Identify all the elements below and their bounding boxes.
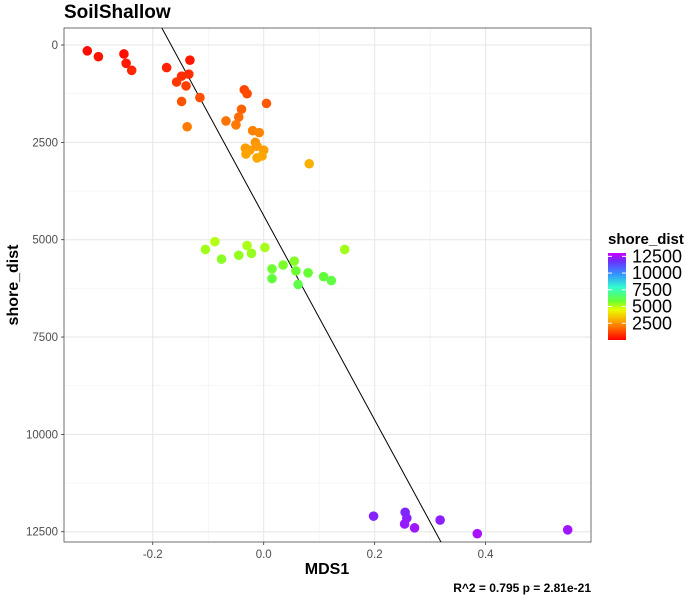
legend-label: 12500	[632, 246, 682, 266]
y-tick-label: 10000	[26, 429, 58, 441]
data-point	[261, 98, 272, 109]
x-axis-ticks: -0.2 0.0 0.2 0.4	[143, 542, 494, 561]
chart-title: SoilShallow	[64, 2, 171, 23]
regression-line-group	[161, 28, 442, 542]
x-tick-label: 0.4	[478, 549, 495, 561]
x-tick-label: -0.2	[143, 549, 163, 561]
grid-lines	[64, 28, 591, 542]
data-point	[221, 116, 231, 126]
data-point	[267, 273, 277, 284]
data-point	[216, 254, 227, 264]
plot-panel	[63, 27, 592, 543]
data-point	[246, 248, 257, 259]
data-point	[562, 524, 573, 535]
regression-annotation: R^2 = 0.795 p = 2.81e-21	[453, 581, 591, 595]
y-tick-label: 0	[52, 40, 58, 52]
data-point	[236, 104, 247, 115]
data-point	[161, 62, 172, 73]
data-point	[409, 523, 420, 533]
data-point	[260, 242, 270, 253]
data-point	[291, 266, 301, 276]
legend-label: 5000	[632, 297, 672, 317]
data-point	[210, 236, 220, 247]
data-point	[119, 49, 129, 59]
data-point	[267, 264, 277, 274]
x-axis-title: MDS1	[305, 561, 350, 578]
data-point	[252, 153, 262, 163]
x-tick-label: 0.0	[256, 549, 272, 561]
data-point	[233, 250, 244, 261]
data-point	[326, 275, 337, 286]
data-point	[242, 240, 252, 251]
data-point	[200, 244, 211, 255]
data-point	[399, 519, 410, 529]
data-point	[293, 279, 303, 290]
data-point	[195, 92, 205, 103]
data-point	[435, 515, 445, 525]
data-point	[254, 127, 265, 138]
data-point	[368, 511, 379, 521]
plot-background	[64, 28, 591, 542]
y-tick-label: 5000	[32, 235, 58, 247]
data-point	[242, 88, 252, 99]
data-point	[184, 69, 194, 80]
data-point	[472, 528, 483, 539]
data-point	[304, 158, 314, 169]
data-point	[241, 149, 251, 159]
data-point	[318, 271, 329, 282]
data-point	[82, 46, 93, 56]
data-point	[233, 112, 244, 122]
legend-label: 7500	[632, 280, 672, 300]
data-point	[176, 71, 187, 81]
data-point	[126, 65, 137, 76]
data-point	[339, 244, 350, 255]
data-point	[278, 260, 288, 270]
data-point	[181, 81, 191, 91]
regression-line	[161, 28, 442, 542]
data-point	[303, 267, 313, 278]
data-point	[182, 121, 192, 132]
y-axis-ticks: 0 2500 5000 7500 10000 12500	[26, 40, 64, 539]
data-point	[289, 256, 300, 266]
y-axis-title: shore_dist	[5, 244, 22, 326]
legend-title: shore_dist	[608, 231, 684, 248]
y-tick-label: 2500	[32, 137, 58, 149]
legend-label: 10000	[632, 263, 682, 283]
data-point	[93, 51, 104, 62]
data-point	[185, 55, 195, 65]
legend-label: 2500	[632, 313, 672, 333]
data-point	[231, 120, 241, 130]
x-tick-label: 0.2	[367, 549, 383, 561]
data-point	[176, 96, 187, 107]
data-point	[121, 58, 131, 69]
y-tick-label: 7500	[32, 332, 58, 344]
legend-colorbar	[608, 253, 626, 340]
y-tick-label: 12500	[26, 527, 58, 539]
data-points	[82, 46, 573, 539]
